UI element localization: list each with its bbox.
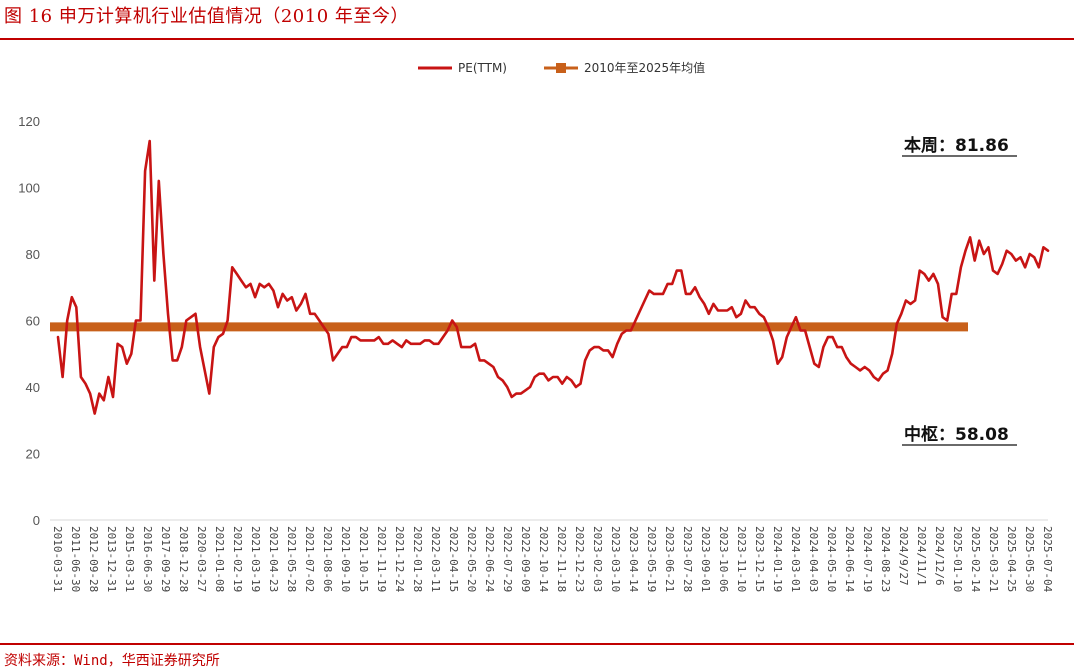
legend: PE(TTM) 2010年至2025年均值 bbox=[418, 60, 705, 75]
x-tick-label: 2024-04-03 bbox=[807, 526, 820, 592]
source-rule bbox=[0, 643, 1074, 645]
x-tick-label: 2023-02-03 bbox=[591, 526, 604, 592]
y-tick-label: 60 bbox=[26, 314, 40, 329]
x-tick-label: 2023-03-10 bbox=[609, 526, 622, 592]
x-tick-label: 2021-05-28 bbox=[285, 526, 298, 592]
x-tick-label: 2022-03-11 bbox=[429, 526, 442, 592]
x-tick-label: 2024-06-14 bbox=[843, 526, 856, 593]
x-tick-label: 2020-03-27 bbox=[195, 526, 208, 592]
x-tick-label: 2025-01-10 bbox=[951, 526, 964, 592]
source-note: 资料来源：Wind，华西证券研究所 bbox=[4, 653, 220, 669]
x-tick-label: 2023-12-15 bbox=[753, 526, 766, 592]
x-tick-label: 2024-07-19 bbox=[861, 526, 874, 592]
x-tick-label: 2024-08-23 bbox=[879, 526, 892, 592]
x-tick-label: 2022-11-18 bbox=[555, 526, 568, 592]
x-tick-label: 2025-07-04 bbox=[1041, 526, 1054, 593]
x-tick-label: 2021-11-19 bbox=[375, 526, 388, 592]
title-rule bbox=[0, 38, 1074, 40]
x-tick-label: 2025-02-14 bbox=[969, 526, 982, 593]
x-tick-label: 2010-03-31 bbox=[51, 526, 64, 592]
x-tick-label: 2023-10-06 bbox=[717, 526, 730, 592]
x-tick-label: 2018-12-28 bbox=[177, 526, 190, 592]
x-tick-label: 2022-05-20 bbox=[465, 526, 478, 592]
x-tick-label: 2016-06-30 bbox=[141, 526, 154, 592]
x-tick-label: 2025-04-25 bbox=[1005, 526, 1018, 592]
x-tick-label: 2023-11-10 bbox=[735, 526, 748, 592]
x-tick-label: 2015-03-31 bbox=[123, 526, 136, 592]
x-tick-label: 2022-12-23 bbox=[573, 526, 586, 592]
x-tick-label: 2021-01-08 bbox=[213, 526, 226, 592]
x-tick-label: 2021-04-23 bbox=[267, 526, 280, 592]
x-tick-label: 2021-09-10 bbox=[339, 526, 352, 592]
y-tick-label: 20 bbox=[26, 447, 40, 462]
x-tick-label: 2022-09-09 bbox=[519, 526, 532, 592]
pe-line bbox=[56, 139, 1050, 415]
x-tick-label: 2024/11/1 bbox=[915, 526, 928, 586]
x-tick-label: 2022-10-14 bbox=[537, 526, 550, 593]
x-tick-label: 2024-05-10 bbox=[825, 526, 838, 592]
x-tick-label: 2012-09-28 bbox=[87, 526, 100, 592]
x-tick-label: 2021-07-02 bbox=[303, 526, 316, 592]
x-tick-label: 2023-06-21 bbox=[663, 526, 676, 592]
annotations: 本周：81.86 中枢：58.08 bbox=[902, 135, 1017, 446]
y-axis: 0 20 40 60 80 100 120 bbox=[18, 114, 40, 528]
figure-title: 图 16 申万计算机行业估值情况（2010 年至今） bbox=[4, 6, 409, 27]
x-tick-label: 2021-08-06 bbox=[321, 526, 334, 592]
x-tick-label: 2011-06-30 bbox=[69, 526, 82, 592]
x-tick-label: 2024-01-19 bbox=[771, 526, 784, 592]
x-tick-label: 2021-12-24 bbox=[393, 526, 406, 593]
x-tick-label: 2023-04-14 bbox=[627, 526, 640, 593]
x-tick-label: 2024/9/27 bbox=[897, 526, 910, 586]
y-tick-label: 120 bbox=[18, 114, 40, 129]
median-pe-annotation: 中枢：58.08 bbox=[904, 424, 1009, 445]
y-tick-label: 100 bbox=[18, 181, 40, 196]
x-tick-label: 2021-02-19 bbox=[231, 526, 244, 592]
current-pe-annotation: 本周：81.86 bbox=[904, 135, 1009, 156]
x-tick-label: 2022-06-24 bbox=[483, 526, 496, 593]
x-tick-label: 2025-05-30 bbox=[1023, 526, 1036, 592]
x-tick-label: 2023-09-01 bbox=[699, 526, 712, 592]
x-tick-label: 2017-09-29 bbox=[159, 526, 172, 592]
y-tick-label: 80 bbox=[26, 247, 40, 262]
x-axis-ticks: 2010-03-31 2011-06-30 2012-09-28 2013-12-31… bbox=[51, 526, 1054, 593]
x-tick-label: 2013-12-31 bbox=[105, 526, 118, 592]
x-tick-label: 2024-03-01 bbox=[789, 526, 802, 592]
legend-mean-label: 2010年至2025年均值 bbox=[584, 60, 705, 75]
y-tick-label: 0 bbox=[33, 513, 40, 528]
x-tick-label: 2023-07-28 bbox=[681, 526, 694, 592]
x-tick-label: 2022-07-29 bbox=[501, 526, 514, 592]
y-tick-label: 40 bbox=[26, 380, 40, 395]
x-tick-label: 2022-01-28 bbox=[411, 526, 424, 592]
x-tick-label: 2021-03-19 bbox=[249, 526, 262, 592]
x-tick-label: 2022-04-15 bbox=[447, 526, 460, 592]
legend-pe-label: PE(TTM) bbox=[458, 61, 507, 75]
legend-mean-marker bbox=[556, 63, 566, 73]
x-tick-label: 2024/12/6 bbox=[933, 526, 946, 586]
x-tick-label: 2021-10-15 bbox=[357, 526, 370, 592]
x-tick-label: 2023-05-19 bbox=[645, 526, 658, 592]
x-tick-label: 2025-03-21 bbox=[987, 526, 1000, 592]
